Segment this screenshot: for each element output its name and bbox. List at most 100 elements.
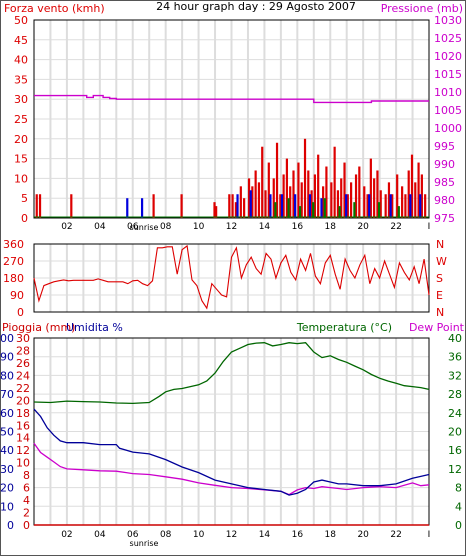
wind-bar <box>247 178 251 218</box>
wind-bar <box>410 154 414 218</box>
wind-bar <box>391 194 394 218</box>
rain-ytick-label: 20 <box>16 394 30 407</box>
bottom-axis-tick-label: 04 <box>94 530 106 540</box>
wind-bar <box>292 170 295 218</box>
sunrise-label-bottom: sunrise <box>130 539 159 548</box>
wind-bar <box>384 194 387 218</box>
wind-bar <box>379 190 382 218</box>
pressure-ytick-label: 990 <box>434 158 455 171</box>
wind-bar <box>373 178 376 218</box>
top-axis-tick-label: 10 <box>193 222 205 232</box>
gust-bar <box>389 194 392 218</box>
wind-bar <box>264 190 267 218</box>
rain-ytick-label: 0 <box>23 519 30 532</box>
humidity-ytick-label: 80 <box>0 369 14 382</box>
wind-ytick-label: 50 <box>14 14 28 27</box>
wind-bar <box>267 162 270 218</box>
wind-bar <box>340 178 343 218</box>
rain-ytick-label: 8 <box>23 469 30 482</box>
wind-ytick-label: 15 <box>14 153 28 166</box>
wind-ytick-label: 10 <box>14 172 28 185</box>
wind-bar <box>251 186 254 218</box>
direction-ytick-label: 0 <box>17 306 24 319</box>
wind-bar <box>346 194 349 218</box>
pressure-ytick-label: 1010 <box>434 86 462 99</box>
pressure-line <box>34 94 429 104</box>
temperature-line <box>33 342 430 405</box>
humidity-ytick-label: 90 <box>0 351 14 364</box>
temperature-ytick-label: 4 <box>455 500 462 513</box>
direction-compass-label: E <box>436 289 443 302</box>
wind-bar <box>297 162 300 218</box>
humidity-ytick-label: 60 <box>0 407 14 420</box>
rain-ytick-label: 24 <box>16 369 30 382</box>
gust-bar <box>126 198 129 218</box>
temperature-axis-title: Temperatura (°C) <box>296 321 392 334</box>
pressure-ytick-label: 985 <box>434 176 455 189</box>
wind-bar <box>376 170 379 218</box>
wind-bar <box>401 186 404 218</box>
top-axis-tick-label: I <box>428 222 431 232</box>
gust-bar <box>294 194 297 218</box>
wind-bar <box>330 182 333 218</box>
wind-bar <box>322 186 325 218</box>
gust-bar <box>249 190 252 218</box>
temperature-ytick-label: 8 <box>455 482 462 495</box>
wind-bar <box>152 194 155 218</box>
wind-bar <box>310 190 313 218</box>
pressure-ytick-label: 995 <box>434 140 455 153</box>
pressure-ytick-label: 980 <box>434 194 455 207</box>
bottom-axis-tick-label: 12 <box>226 530 237 540</box>
calm-bar <box>397 206 400 218</box>
wind-bar <box>404 194 407 218</box>
rain-ytick-label: 6 <box>23 482 30 495</box>
wind-bar <box>289 186 292 218</box>
wind-bar <box>254 170 257 218</box>
wind-bar <box>282 174 285 218</box>
wind-bar <box>307 170 310 218</box>
bottom-axis-tick-label: 22 <box>390 530 401 540</box>
rain-ytick-label: 4 <box>23 494 30 507</box>
rain-ytick-label: 12 <box>16 444 30 457</box>
pressure-ytick-label: 1015 <box>434 68 462 81</box>
top-axis-tick-label: 18 <box>325 222 337 232</box>
wind-axis-title: Forza vento (kmh) <box>4 2 105 15</box>
gust-bar <box>368 194 371 218</box>
wind-bar <box>396 174 399 218</box>
wind-bar <box>420 174 423 218</box>
wind-ytick-label: 35 <box>14 73 28 86</box>
wind-bar <box>215 206 218 218</box>
rain-axis-title: Pioggia (mm) <box>2 321 75 334</box>
wind-bar <box>343 162 346 218</box>
temperature-ytick-label: 12 <box>448 463 462 476</box>
dewpoint-line <box>33 442 430 496</box>
humidity-ytick-label: 0 <box>7 519 14 532</box>
bottom-axis-tick-label: 02 <box>61 530 72 540</box>
humidity-line <box>33 408 430 496</box>
direction-ytick-label: 270 <box>3 255 24 268</box>
dewpoint-axis-title: Dew Point <box>409 321 465 334</box>
wind-bar <box>414 182 417 218</box>
wind-bar <box>369 158 372 218</box>
gust-bar <box>140 198 144 218</box>
wind-ytick-label: 40 <box>14 54 28 67</box>
gust-bar <box>345 194 348 218</box>
wind-ytick-label: 45 <box>14 34 28 47</box>
pressure-ytick-label: 1025 <box>434 32 462 45</box>
wind-bar <box>285 158 289 218</box>
humidity-ytick-label: 10 <box>0 500 14 513</box>
pressure-ytick-label: 1005 <box>434 104 462 117</box>
temperature-ytick-label: 40 <box>448 332 462 345</box>
wind-bar <box>228 194 231 218</box>
temperature-ytick-label: 20 <box>448 426 462 439</box>
wind-ytick-label: 25 <box>14 113 28 126</box>
top-axis-tick-label: 08 <box>160 222 172 232</box>
pressure-ytick-label: 1030 <box>434 14 462 27</box>
calm-bar <box>353 202 356 218</box>
bottom-axis-tick-label: 16 <box>292 530 304 540</box>
direction-line <box>33 244 430 310</box>
top-axis-tick-label: 02 <box>61 222 72 232</box>
wind-bar <box>279 194 282 218</box>
